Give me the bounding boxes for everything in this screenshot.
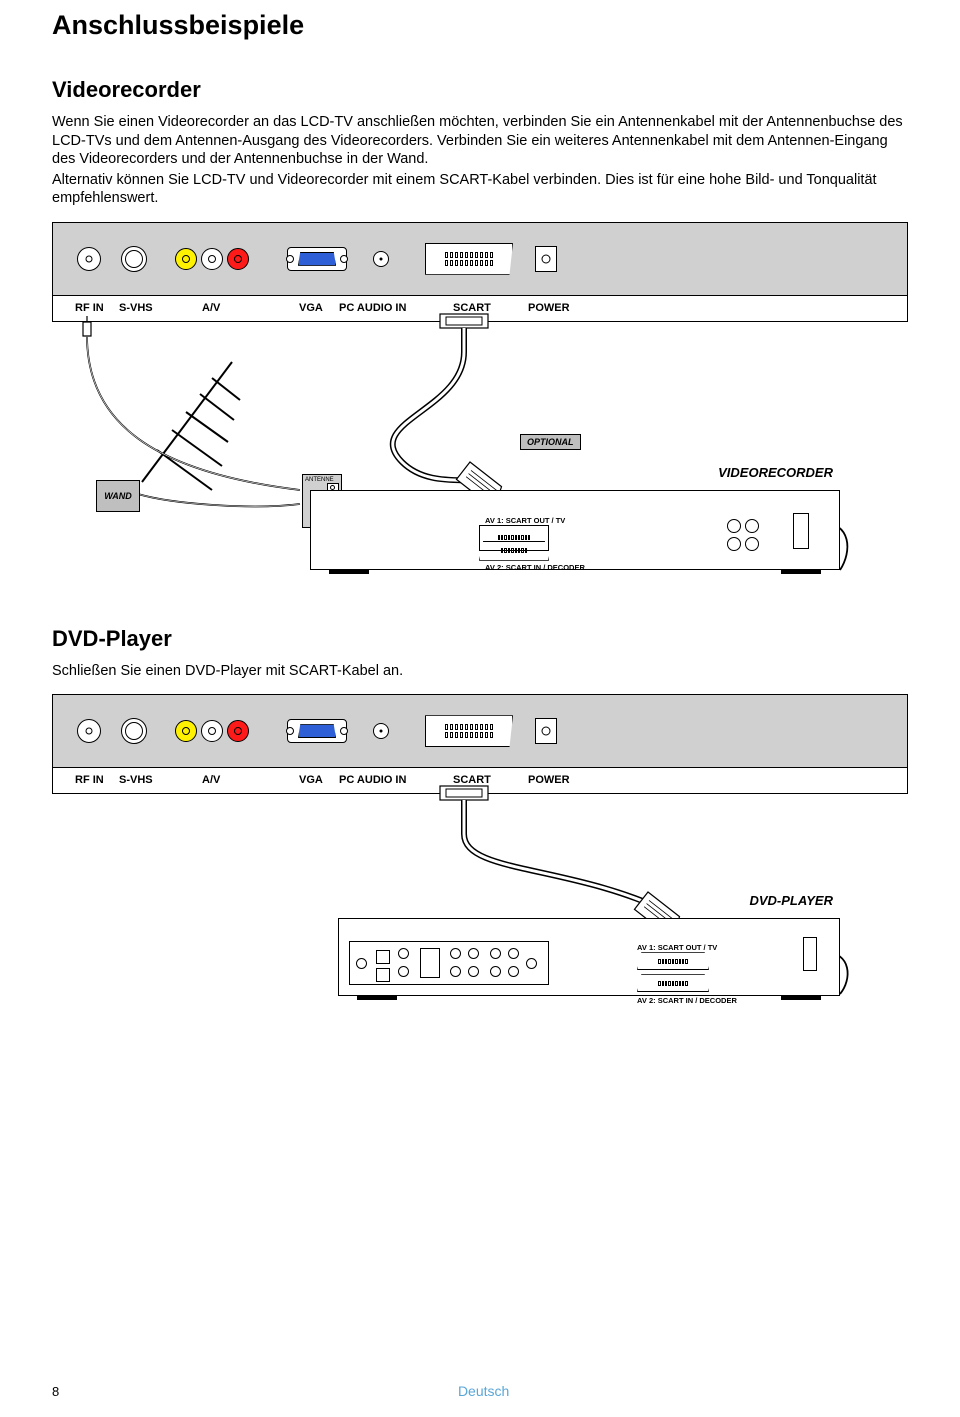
dvd-scart-2 [637, 974, 709, 992]
label-power: POWER [528, 302, 570, 314]
dvd-paragraph-1: Schließen Sie einen DVD-Player mit SCART… [52, 662, 908, 681]
label-av: A/V [202, 302, 220, 314]
section-heading-dvd: DVD-Player [52, 626, 908, 652]
label-scart: SCART [453, 302, 491, 314]
label-vga: VGA [299, 774, 323, 786]
dvd-scart-in-label: AV 2: SCART IN / DECODER [637, 996, 737, 1005]
vcr-scart-in-label: AV 2: SCART IN / DECODER [485, 563, 585, 572]
label-scart: SCART [453, 774, 491, 786]
page-language: Deutsch [59, 1383, 908, 1399]
label-pcaudio: PC AUDIO IN [339, 774, 406, 786]
section-heading-videorecorder: Videorecorder [52, 77, 908, 103]
videorecorder-diagram: WAND ANTENNE OUT IN OPTIONAL VIDEORECORD… [52, 322, 908, 594]
svhs-port [121, 246, 147, 272]
videorecorder-paragraph-1: Wenn Sie einen Videorecorder an das LCD-… [52, 113, 908, 169]
wand-label: WAND [96, 480, 140, 512]
dvd-diagram: DVD-PLAYER AV 1: SCART OUT / TV [52, 794, 908, 1014]
videorecorder-paragraph-2: Alternativ können Sie LCD-TV und Videore… [52, 171, 908, 208]
dvd-scart-out-label: AV 1: SCART OUT / TV [637, 943, 737, 952]
scart-port [425, 715, 513, 747]
label-svhs: S-VHS [119, 302, 153, 314]
dvd-device-label: DVD-PLAYER [749, 893, 833, 908]
rca-yellow [175, 720, 197, 742]
videorecorder-device-label: VIDEORECORDER [718, 465, 833, 480]
tv-panel-videorecorder: RF IN S-VHS A/V VGA PC AUDIO IN SCART PO… [52, 222, 908, 594]
label-svhs: S-VHS [119, 774, 153, 786]
rca-yellow [175, 248, 197, 270]
pc-audio-port [373, 251, 389, 267]
label-rf: RF IN [75, 302, 104, 314]
av-ports [175, 720, 249, 742]
power-port [535, 246, 557, 272]
label-pcaudio: PC AUDIO IN [339, 302, 406, 314]
dvd-inner-ports [349, 941, 549, 985]
panel-labels: RF IN S-VHS A/V VGA PC AUDIO IN SCART PO… [52, 296, 908, 322]
optional-badge: OPTIONAL [520, 434, 581, 450]
page-number: 8 [52, 1384, 59, 1399]
svhs-port [121, 718, 147, 744]
av-ports [175, 248, 249, 270]
vga-port [287, 719, 347, 743]
rca-red [227, 248, 249, 270]
page-title: Anschlussbeispiele [52, 0, 908, 41]
rf-in-port [77, 247, 101, 271]
scart-port [425, 243, 513, 275]
videorecorder-device: VIDEORECORDER AV 1: SCART OUT / TV AV 2:… [310, 490, 840, 570]
vcr-scart-2 [479, 541, 549, 561]
label-power: POWER [528, 774, 570, 786]
rca-red [227, 720, 249, 742]
vcr-audio-jacks [727, 519, 759, 551]
tv-panel-dvd: RF IN S-VHS A/V VGA PC AUDIO IN SCART PO… [52, 694, 908, 1014]
page-footer: 8 Deutsch [52, 1383, 908, 1399]
vcr-scart-out-label: AV 1: SCART OUT / TV [485, 516, 565, 525]
panel-labels: RF IN S-VHS A/V VGA PC AUDIO IN SCART PO… [52, 768, 908, 794]
power-port [535, 718, 557, 744]
rca-white [201, 720, 223, 742]
label-vga: VGA [299, 302, 323, 314]
pc-audio-port [373, 723, 389, 739]
rf-in-port [77, 719, 101, 743]
vcr-power [793, 513, 809, 549]
label-av: A/V [202, 774, 220, 786]
dvd-power [803, 937, 817, 971]
dvd-scart-1 [637, 952, 709, 970]
label-rf: RF IN [75, 774, 104, 786]
dvd-device: DVD-PLAYER AV 1: SCART OUT / TV [338, 918, 840, 996]
rca-white [201, 248, 223, 270]
vga-port [287, 247, 347, 271]
